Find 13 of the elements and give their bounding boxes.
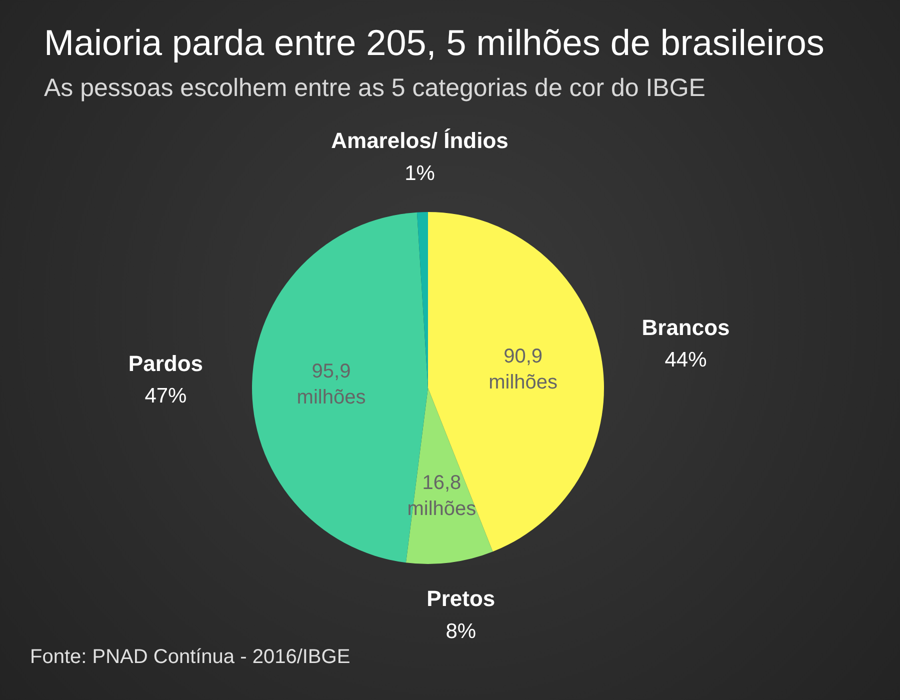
slice-label: Amarelos/ Índios	[331, 128, 508, 154]
slice-label: Pardos	[128, 350, 204, 376]
chart-title: Maioria parda entre 205, 5 milhões de brasileiros	[44, 22, 824, 64]
slice-label: Brancos	[642, 314, 730, 340]
text: 90,9 milhões	[488, 345, 558, 394]
text: 95,9 milhões	[296, 360, 366, 408]
data-label: 1%	[404, 162, 435, 185]
chart-subtitle: As pessoas escolhem entre as 5 categorias de cor do IBGE	[44, 74, 706, 103]
data-label: 44%	[664, 348, 707, 372]
slice-label: Pretos	[426, 586, 496, 612]
data-label: 8%	[446, 620, 476, 643]
data-label: 47%	[144, 384, 187, 408]
source-note: Fonte: PNAD Contínua - 2016/IBGE	[30, 646, 350, 669]
